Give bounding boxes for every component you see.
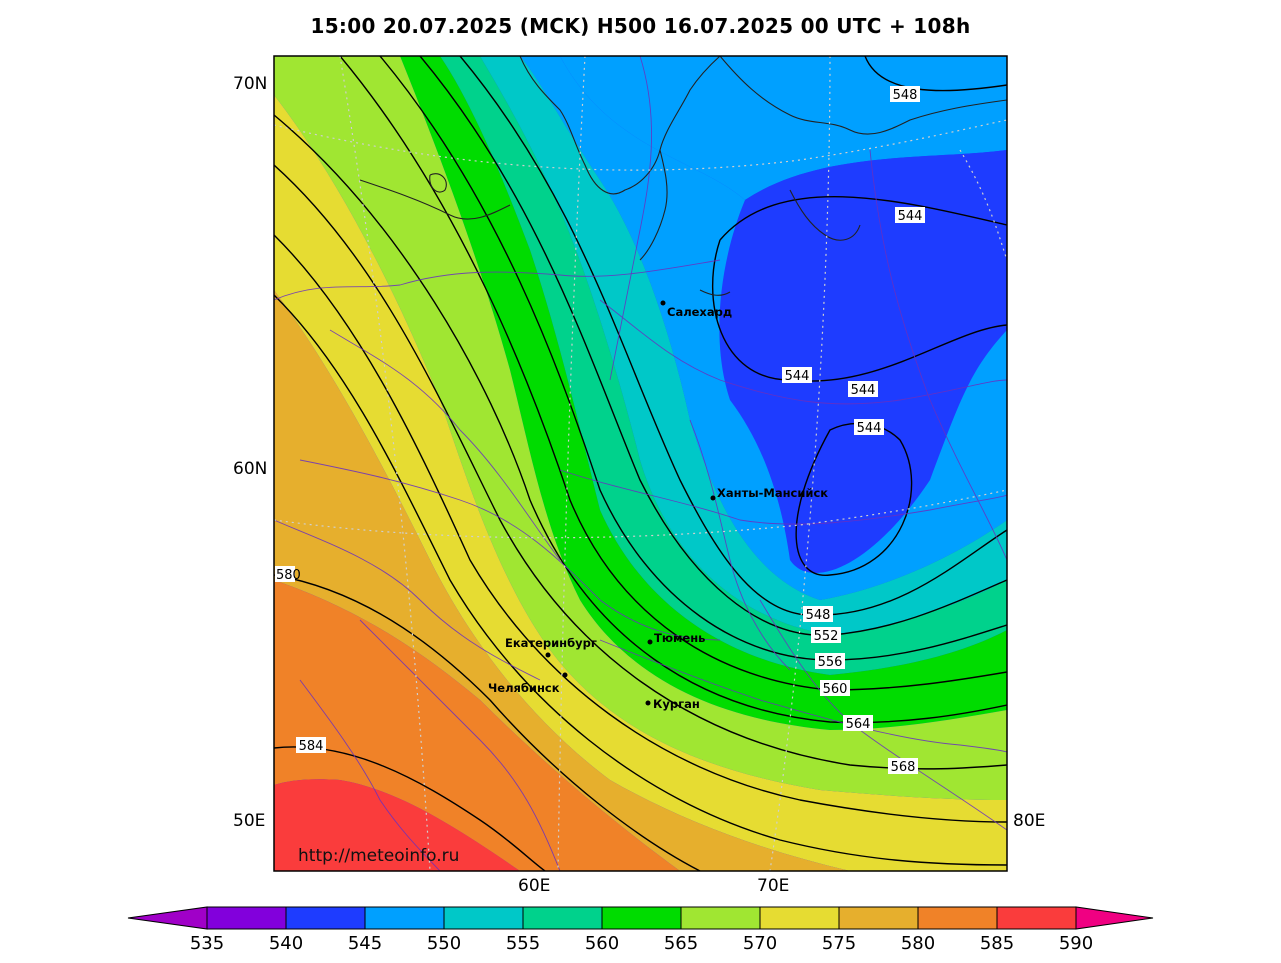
city-dot-salekhard [660,300,666,306]
colorbar-segment [996,906,1077,930]
city-dot-kurgan [645,700,651,706]
map-frame [273,55,1008,872]
city-label-salekhard: Салехард [667,305,732,319]
city-label-tyumen: Тюмень [654,631,705,645]
colorbar-segment [838,906,919,930]
contour-labels: 548 544 544 544 544 548 552 556 560 564 … [275,86,925,775]
map-title: 15:00 20.07.2025 (MCK) H500 16.07.2025 0… [310,14,971,38]
lat-label-70n: 70N [233,74,268,94]
colorbar-under-arrow [127,906,208,930]
contour-label-568: 568 [891,760,916,775]
contour-label-548-top: 548 [893,88,918,103]
lon-label-70e: 70E [757,876,790,896]
colorbar-tick-label: 565 [664,933,698,954]
colorbar-tick-label: 580 [901,933,935,954]
colorbar-tick-label: 555 [506,933,540,954]
contour-label-544-c: 544 [851,383,876,398]
contour-label-548: 548 [806,608,831,623]
corner-label-80e: 80E [1013,811,1046,831]
city-label-kurgan: Курган [653,697,700,711]
colorbar-segment [601,906,682,930]
city-markers: Салехард Ханты-Мансийск Тюмень Екатеринб… [488,300,828,711]
contour-label-560: 560 [823,682,848,697]
contour-label-552: 552 [814,629,839,644]
contour-label-544-a: 544 [898,209,923,224]
colorbar-segment [364,906,445,930]
corner-label-50e: 50E [233,811,266,831]
height-field [274,56,1007,871]
contour-label-556: 556 [818,655,843,670]
colorbar-tick-label: 535 [190,933,224,954]
contour-label-544-d: 544 [857,421,882,436]
colorbar-segment [759,906,840,930]
colorbar-tick-label: 570 [743,933,777,954]
colorbar-tick-label: 585 [980,933,1014,954]
colorbar-tick-label: 560 [585,933,619,954]
contour-label-584: 584 [299,739,324,754]
city-label-khanty-mansiysk: Ханты-Мансийск [717,486,828,500]
contour-label-564: 564 [846,717,871,732]
contour-label-544-b: 544 [785,369,810,384]
colorbar-segment [522,906,603,930]
colorbar-segment [917,906,998,930]
colorbar-tick-label: 540 [269,933,303,954]
city-label-chelyabinsk: Челябинск [488,681,560,695]
colorbar-segment [680,906,761,930]
city-dot-yekaterinburg [545,652,551,658]
colorbar-segment [206,906,287,930]
watermark-url: http://meteoinfo.ru [298,846,459,866]
colorbar-tick-label: 550 [427,933,461,954]
colorbar-tick-label: 545 [348,933,382,954]
colorbar-tick-label: 575 [822,933,856,954]
city-dot-khanty-mansiysk [710,495,716,501]
lat-label-60n: 60N [233,459,268,479]
colorbar-segment [285,906,366,930]
colorbar-over-arrow [1075,906,1154,930]
colorbar-tick-label: 590 [1059,933,1093,954]
lon-label-60e: 60E [518,876,551,896]
colorbar: 535 540 545 550 555 560 565 570 575 580 585 590 [127,906,1154,954]
city-label-yekaterinburg: Екатеринбург [505,636,597,650]
city-dot-tyumen [647,639,653,645]
contour-label-580: 580 [276,568,301,583]
city-dot-chelyabinsk [562,672,568,678]
colorbar-segment [443,906,524,930]
